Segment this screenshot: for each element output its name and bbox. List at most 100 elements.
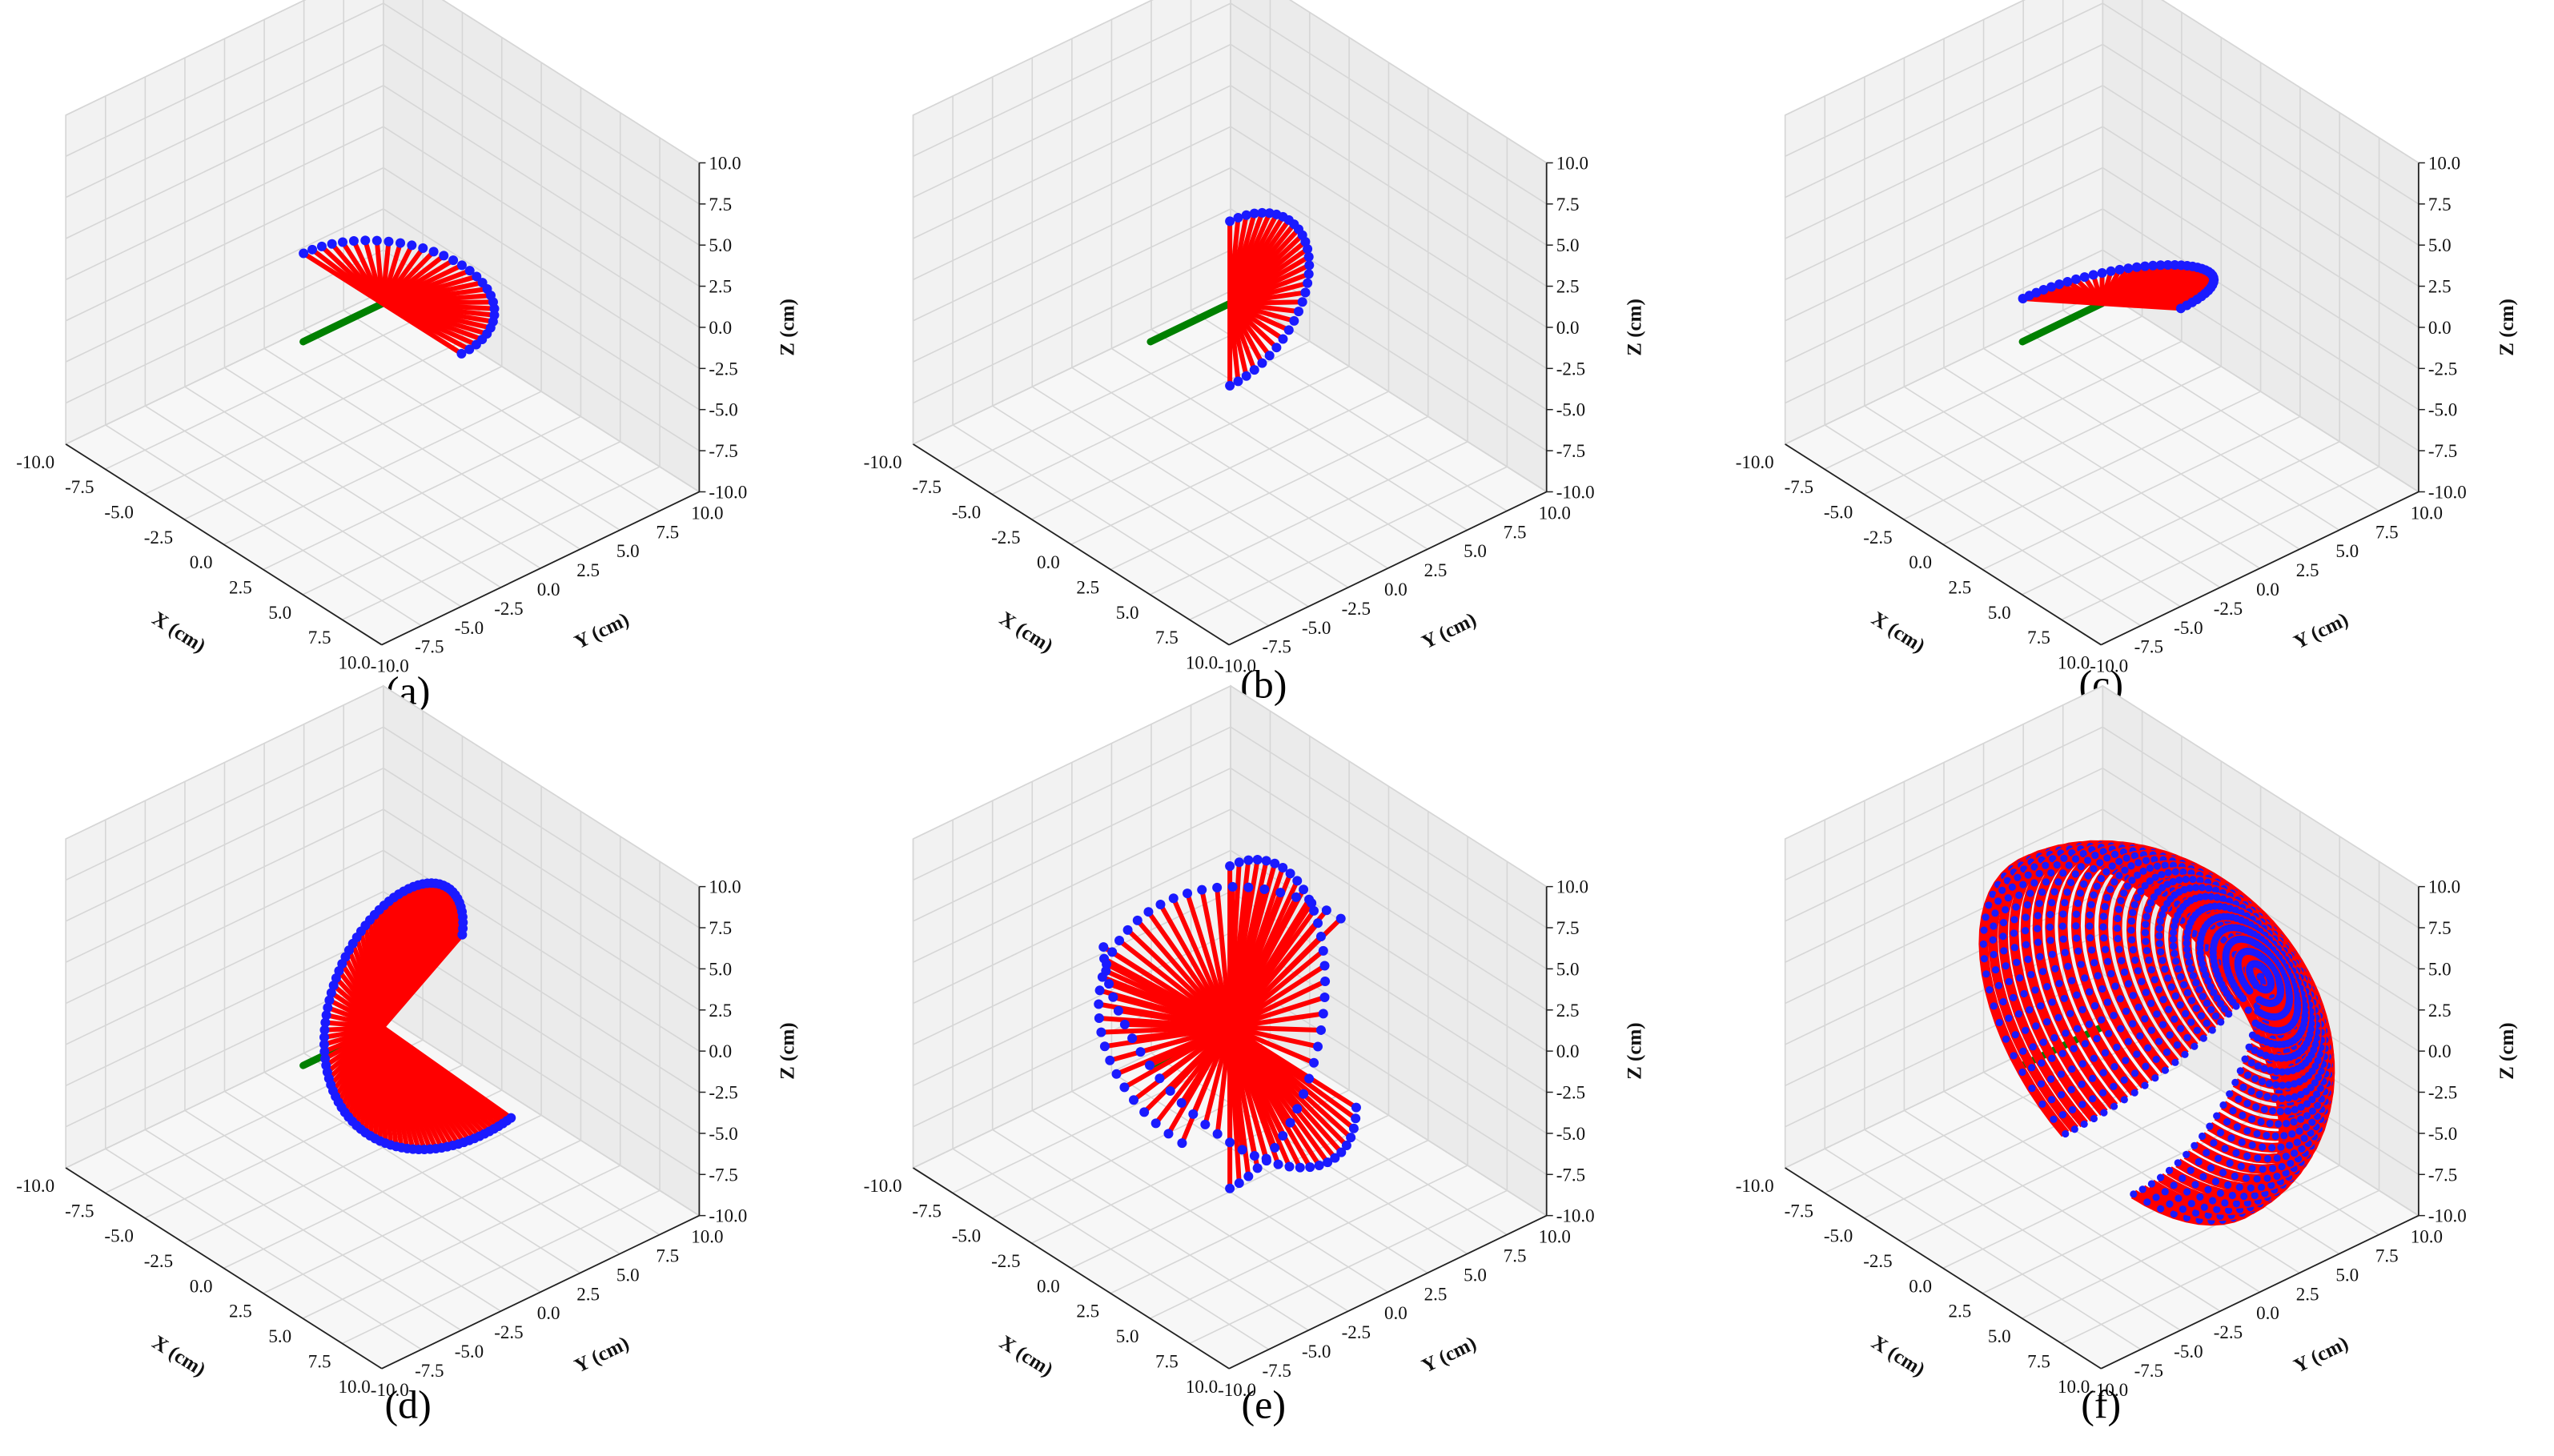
hemisphere-point [2005, 1014, 2013, 1022]
grid-line [1230, 808, 1548, 1011]
hemisphere-point [2106, 885, 2114, 893]
hemisphere-point [1982, 913, 1990, 921]
z-tick-label: 7.5 [2428, 918, 2452, 938]
hemisphere-point [2099, 913, 2108, 921]
hemisphere-point [2216, 1189, 2225, 1197]
hemisphere-point [2155, 924, 2163, 933]
blue-point [1252, 854, 1263, 864]
hemisphere-point [2203, 1019, 2211, 1027]
grid-line [383, 126, 700, 328]
hemisphere-point [2207, 1005, 2215, 1014]
hemisphere-point [2243, 1152, 2251, 1160]
hemisphere-point [2204, 977, 2212, 985]
blue-point [464, 344, 475, 355]
blue-point [2088, 270, 2098, 280]
y-tick-label: -5.0 [1302, 1342, 1331, 1362]
hemisphere-point [1985, 901, 1993, 909]
hemisphere-point [2288, 1130, 2296, 1138]
blue-point [1122, 925, 1133, 935]
hemisphere-point [2287, 1159, 2295, 1168]
hemisphere-point [2110, 1102, 2118, 1110]
blue-point [348, 235, 359, 246]
hemisphere-point [2023, 900, 2031, 909]
hemisphere-point [2232, 1200, 2241, 1208]
blue-point [456, 348, 467, 359]
hemisphere-point [2024, 871, 2032, 879]
hemisphere-point [2197, 1012, 2206, 1020]
red-ray [1166, 1025, 1232, 1135]
hemisphere-point [1990, 1002, 1998, 1010]
x-tick-label: 5.0 [268, 1326, 291, 1346]
hemisphere-point [2073, 934, 2081, 942]
hemisphere-point [2110, 1082, 2118, 1090]
hemisphere-point [2139, 867, 2147, 875]
blue-point [1212, 882, 1223, 892]
y-tick-label: -10.0 [1218, 1380, 1256, 1400]
grid-line [263, 1071, 581, 1273]
hemisphere-point [2084, 872, 2092, 880]
hemisphere-point [2123, 882, 2131, 890]
blue-point [1097, 972, 1107, 982]
hemisphere-point [2198, 884, 2207, 892]
blue-point [1299, 884, 1309, 895]
hemisphere-point [2246, 987, 2254, 995]
hemisphere-point [2053, 861, 2061, 869]
blue-point [1127, 1033, 1138, 1044]
blue-point [1188, 1109, 1199, 1119]
hemisphere-point [2034, 925, 2042, 933]
hemisphere-point [2213, 994, 2221, 1002]
hemisphere-point [2307, 1025, 2315, 1033]
y-axis-line [381, 1214, 700, 1370]
hemisphere-point [2308, 1095, 2316, 1104]
x-tick-label: 5.0 [1988, 603, 2011, 623]
hemisphere-point [2047, 1075, 2055, 1083]
hemisphere-point [2303, 1100, 2311, 1108]
x-tick-label: -10.0 [16, 452, 54, 472]
hemisphere-point [2251, 980, 2259, 988]
grid-line [1071, 367, 1388, 569]
blue-point [1313, 1041, 1323, 1052]
blue-point [2046, 282, 2057, 292]
hemisphere-point [2310, 1046, 2318, 1054]
grid-line [2102, 2, 2419, 205]
hemisphere-point [2030, 879, 2038, 887]
hemisphere-point [2147, 999, 2155, 1008]
hemisphere-point [2155, 940, 2164, 948]
hemisphere-point [2085, 988, 2094, 996]
grid-line [913, 126, 1231, 281]
y-tick-label: 2.5 [2296, 1284, 2319, 1304]
blue-point [1299, 1089, 1309, 1099]
hemisphere-point [2189, 875, 2197, 884]
hemisphere-point [2133, 1050, 2141, 1058]
hemisphere-point [1980, 955, 1988, 963]
x-tick-label: 0.0 [190, 552, 213, 572]
hemisphere-point [2164, 868, 2172, 876]
hemisphere-point [2297, 1115, 2305, 1124]
blue-point [1292, 1104, 1303, 1114]
hemisphere-point [2253, 1129, 2261, 1138]
hemisphere-point [2247, 1087, 2255, 1095]
hemisphere-point [2142, 856, 2150, 864]
z-tick-label: -7.5 [709, 441, 737, 461]
hemisphere-point [2217, 1000, 2225, 1008]
blue-point [2131, 262, 2142, 272]
hemisphere-point [2192, 1005, 2200, 1013]
hemisphere-point [2161, 861, 2169, 869]
grid-line [2022, 328, 2340, 531]
hemisphere-point [2179, 1205, 2187, 1213]
blue-point [1114, 936, 1125, 946]
blue-point [1243, 882, 1254, 892]
hemisphere-point [2221, 1145, 2229, 1153]
hemisphere-point [2003, 876, 2011, 884]
grid-line [1982, 415, 2301, 571]
z-tick-label: -2.5 [2428, 359, 2457, 379]
grid-line [913, 0, 1154, 116]
hemisphere-point [2257, 1183, 2266, 1191]
hemisphere-point [2031, 986, 2039, 994]
y-tick-label: -2.5 [2214, 1322, 2243, 1342]
hemisphere-point [2170, 1015, 2179, 1023]
blue-point [1300, 287, 1311, 298]
blue-point [338, 237, 348, 247]
grid-line [2102, 85, 2419, 287]
hemisphere-point [2091, 852, 2099, 860]
